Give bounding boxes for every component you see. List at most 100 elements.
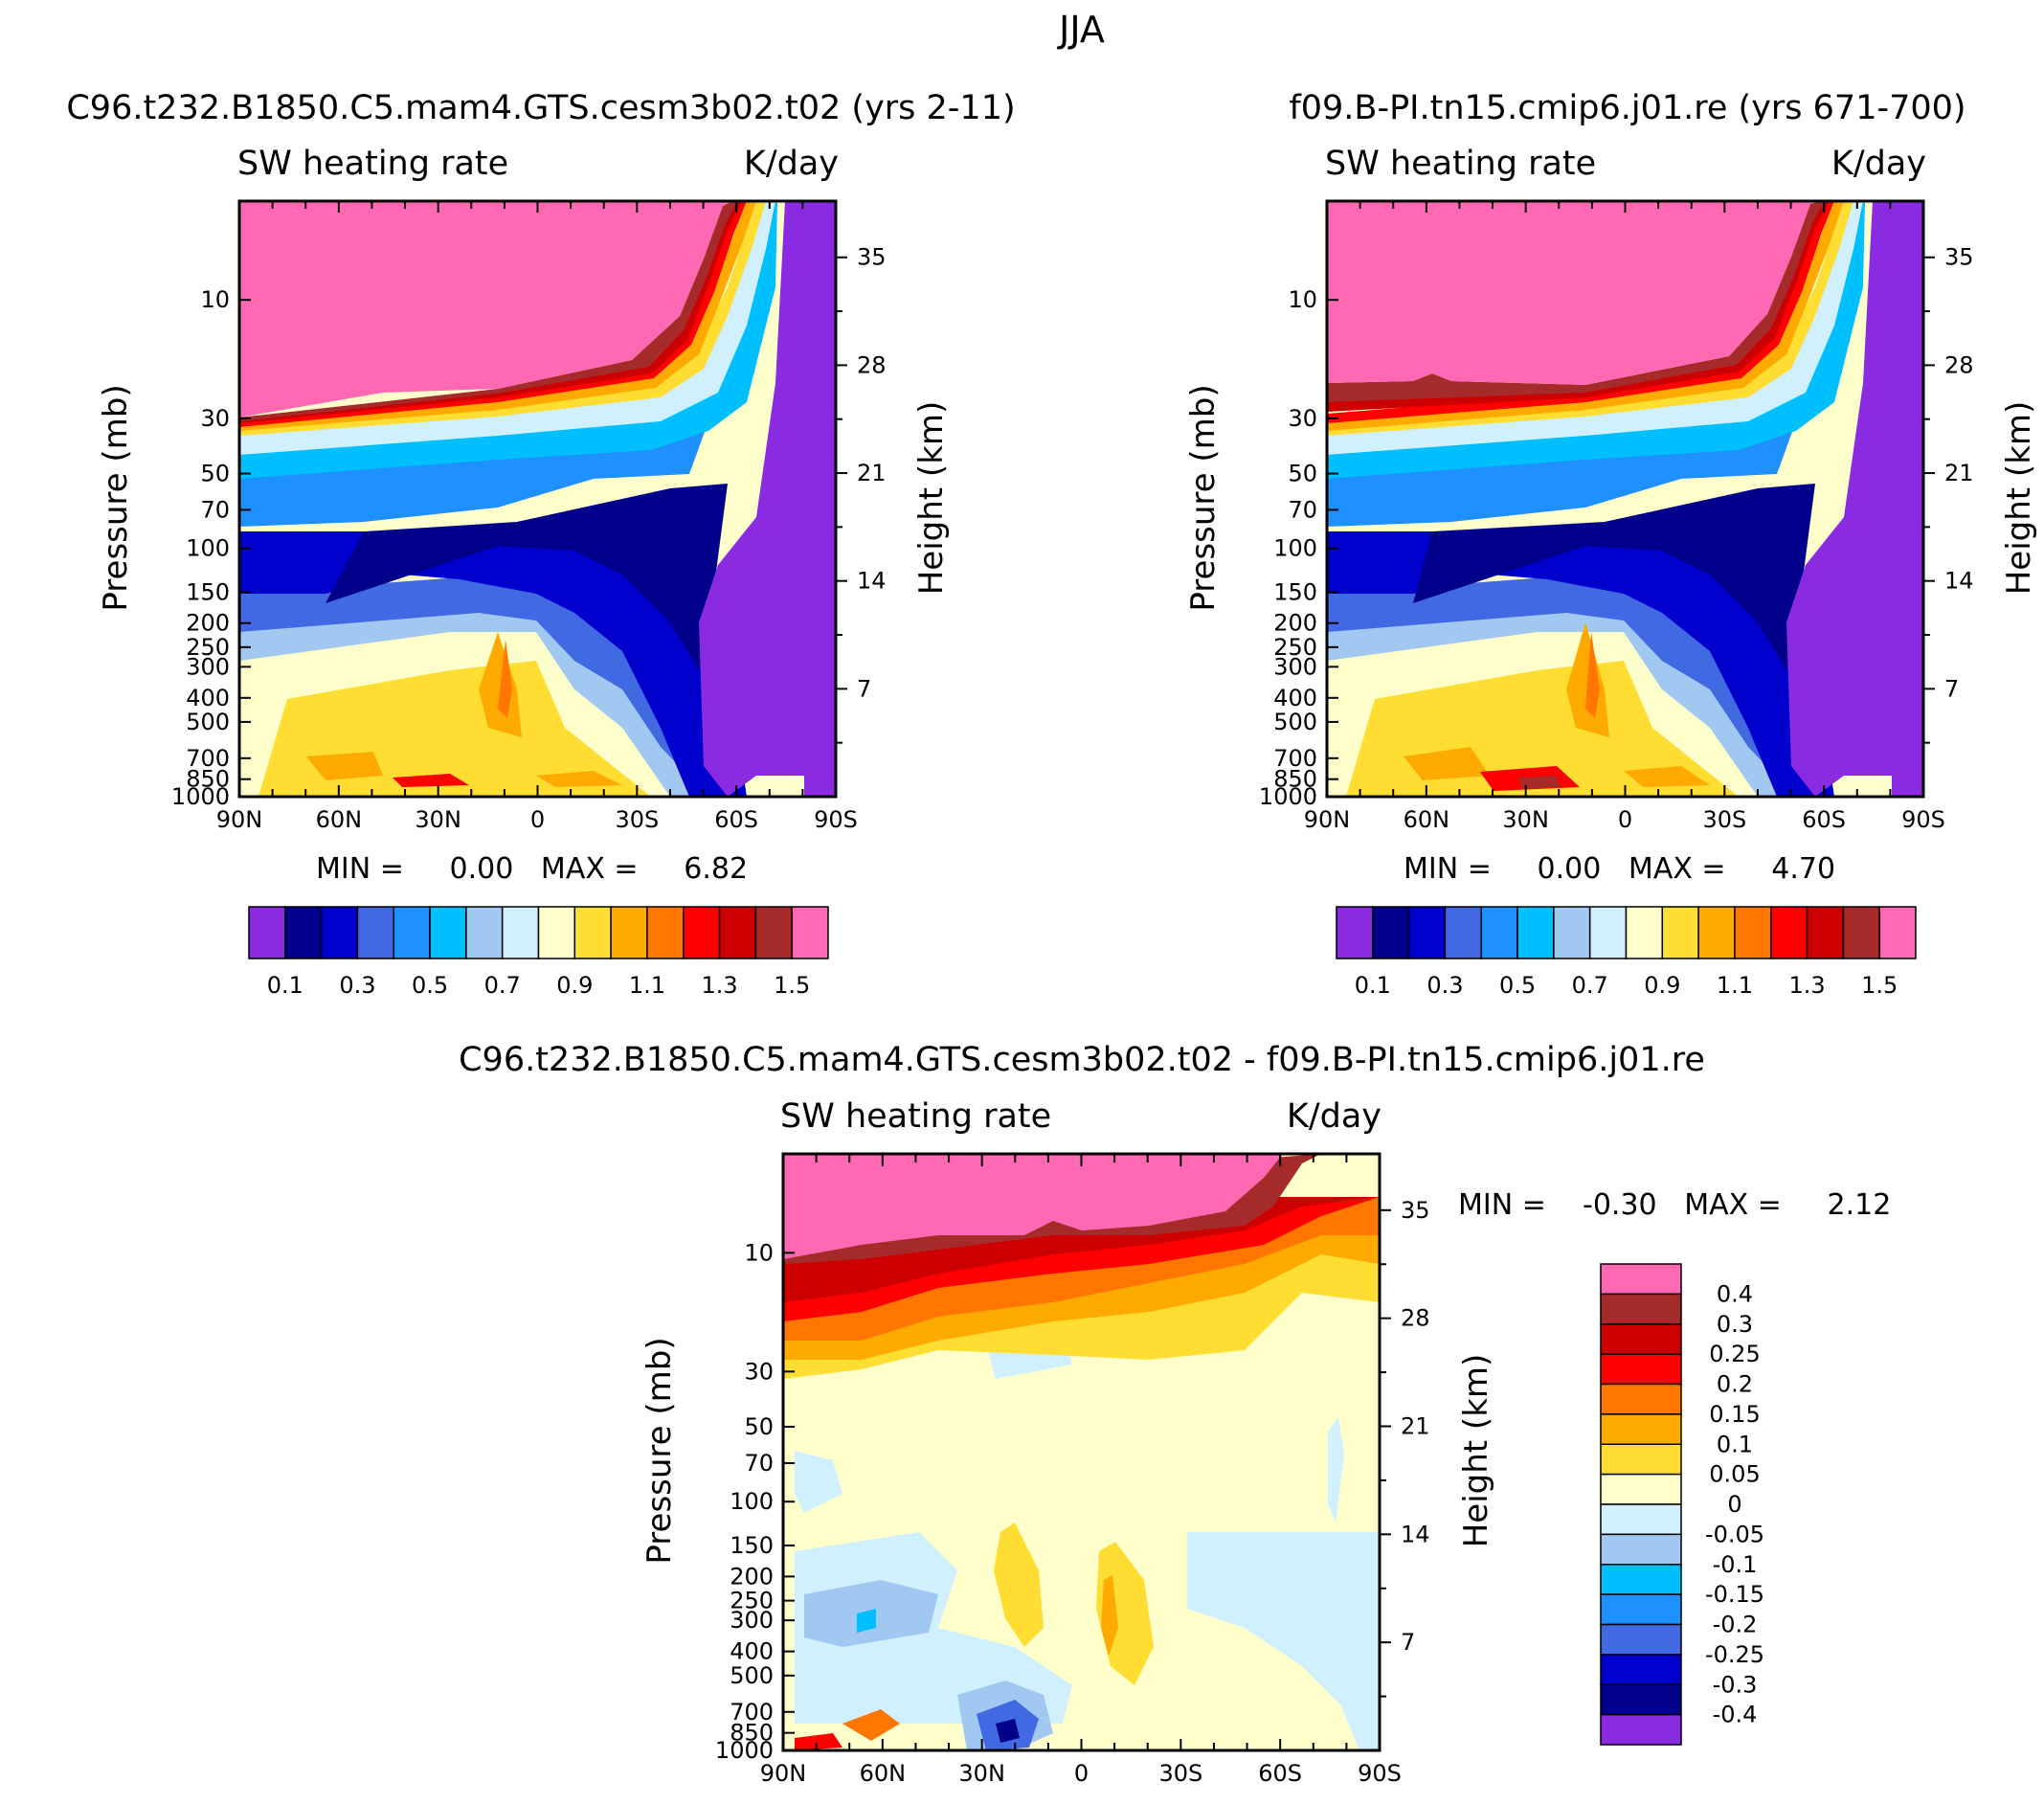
colorbar-box <box>610 906 648 959</box>
y-tick-label: 150 <box>186 578 230 605</box>
x-tick-label: 30S <box>1702 806 1746 833</box>
colorbar-box <box>1600 1654 1682 1685</box>
colorbar-box <box>683 906 721 959</box>
panel-2-x-ticks: 90N 60N 30N 0 30S 60S 90S <box>1304 200 1945 833</box>
colorbar-label: 0.05 <box>1709 1461 1760 1488</box>
x-tick-label: 60N <box>1404 806 1450 833</box>
y-tick-label: 200 <box>730 1563 774 1590</box>
p3-band-neg0.15 <box>857 1609 876 1633</box>
y-tick-label: 50 <box>1288 461 1317 487</box>
y2-tick-label: 7 <box>1944 675 1959 702</box>
colorbar-box <box>537 906 576 959</box>
p1-band-1.3 <box>306 752 622 787</box>
colorbar-label: -0.4 <box>1713 1702 1758 1728</box>
colorbar-box <box>429 906 467 959</box>
x-tick-label: 60S <box>1802 806 1846 833</box>
colorbar-box <box>1480 906 1518 959</box>
colorbar-box <box>1600 1533 1682 1566</box>
y-tick-label: 300 <box>1273 653 1317 680</box>
colorbar-label: 0.3 <box>339 972 375 999</box>
y-tick-label: 850 <box>730 1720 774 1747</box>
colorbar-box <box>1553 906 1591 959</box>
p1-band-1.1 <box>479 632 522 737</box>
colorbar-box <box>393 906 431 959</box>
colorbar-label: 0.1 <box>267 972 303 999</box>
p1-band-0.1 <box>326 484 728 670</box>
colorbar-label: 1.3 <box>701 972 737 999</box>
colorbar-box <box>1600 1623 1682 1656</box>
colorbar-box <box>1697 906 1736 959</box>
colorbar-box <box>1407 906 1447 959</box>
y-tick-label: 200 <box>186 610 230 637</box>
p1-band-1.4 <box>393 774 469 787</box>
y-tick-label: 10 <box>1288 286 1317 313</box>
y-tick-label: 700 <box>730 1699 774 1726</box>
y-tick-label: 500 <box>1273 709 1317 735</box>
panel-2-y2label: Height (km) <box>2000 401 2038 596</box>
p2-band-0.2 <box>1327 531 1834 797</box>
y-tick-label: 30 <box>1288 405 1317 432</box>
colorbar-box <box>1600 1593 1682 1626</box>
panel-2-title: f09.B-PI.tn15.cmip6.j01.re (yrs 671-700) <box>1289 89 1965 127</box>
y2-tick-label: 35 <box>1944 244 1974 271</box>
y-tick-label: 1000 <box>1259 783 1317 810</box>
colorbar-box <box>1842 906 1880 959</box>
colorbar-box <box>1600 1683 1682 1716</box>
panel-1-left-label: SW heating rate <box>237 145 508 183</box>
p2-band-1.3 <box>1404 747 1710 787</box>
panel-1-colorbar: 0.1 0.3 0.5 0.7 0.9 1.1 1.3 1.5 <box>248 906 829 999</box>
p2-band-1.5 <box>1327 201 1820 385</box>
p3-band-pos0.1-a <box>994 1523 1044 1647</box>
y-tick-label: 70 <box>200 496 230 523</box>
p1-band-1.4b <box>239 201 737 421</box>
panel-2-right-label: K/day <box>1831 145 1926 183</box>
x-tick-label: 60N <box>316 806 363 833</box>
y-tick-label: 1000 <box>171 783 230 810</box>
colorbar-label: 1.5 <box>1861 972 1898 999</box>
colorbar-box <box>1600 1293 1682 1325</box>
colorbar-box <box>718 906 757 959</box>
colorbar-box <box>1600 1323 1682 1355</box>
colorbar-box <box>1336 906 1374 959</box>
colorbar-label: 0.7 <box>1572 972 1608 999</box>
colorbar-label: 0.9 <box>556 972 593 999</box>
colorbar-box <box>284 906 323 959</box>
y2-tick-label: 21 <box>1944 460 1974 486</box>
y-tick-label: 400 <box>730 1638 774 1665</box>
x-tick-label: 60S <box>1258 1760 1302 1787</box>
x-tick-label: 90N <box>1304 806 1351 833</box>
colorbar-box <box>1444 906 1482 959</box>
x-tick-label: 0 <box>1074 1760 1089 1787</box>
colorbar-box <box>356 906 394 959</box>
panel-2: f09.B-PI.tn15.cmip6.j01.re (yrs 671-700)… <box>1184 89 2038 999</box>
panel-3-colorbar: 0.4 0.3 0.25 0.2 0.15 0.1 0.05 0 -0.05 -0.1 -0.15 -… <box>1600 1263 1764 1746</box>
p3-band-neg0.3 <box>996 1719 1020 1743</box>
x-tick-label: 90S <box>1901 806 1945 833</box>
p2-band-1.4b <box>1327 201 1825 402</box>
p3-band-neg0.05-a <box>1187 1532 1380 1750</box>
y-tick-label: 100 <box>186 535 230 562</box>
colorbar-label: 0.1 <box>1355 972 1391 999</box>
colorbar-box <box>754 906 793 959</box>
colorbar-label: 0.15 <box>1709 1401 1760 1428</box>
y2-tick-label: 14 <box>857 568 887 595</box>
colorbar-box <box>1661 906 1699 959</box>
colorbar-label: -0.3 <box>1713 1671 1758 1698</box>
x-tick-label: 30N <box>1502 806 1549 833</box>
y-tick-label: 50 <box>744 1413 774 1440</box>
p3-band-pos0.2 <box>842 1709 900 1741</box>
y-tick-label: 500 <box>730 1662 774 1689</box>
y2-tick-label: 21 <box>1401 1413 1430 1440</box>
colorbar-label: -0.05 <box>1705 1521 1764 1547</box>
x-tick-label: 60N <box>860 1760 907 1787</box>
colorbar-box <box>1878 906 1917 959</box>
p2-band-1.5 <box>1518 776 1561 789</box>
panel-1-x-ticks: 90N 60N 30N 0 30S 60S 90S <box>216 200 858 833</box>
colorbar-box <box>1625 906 1664 959</box>
y-tick-label: 30 <box>744 1358 774 1385</box>
colorbar-box <box>646 906 685 959</box>
y-tick-label: 70 <box>1288 496 1317 523</box>
y-tick-label: 150 <box>1273 578 1317 605</box>
